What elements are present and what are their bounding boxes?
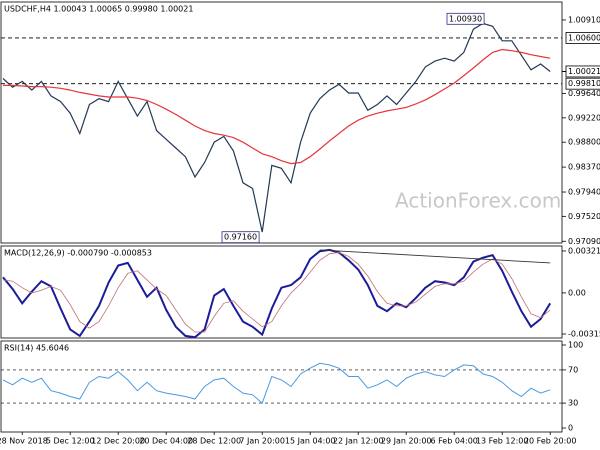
y-tick-label: -0.003153 xyxy=(568,329,600,338)
y-tick-label: 30 xyxy=(568,399,578,408)
annotation: 0.97160 xyxy=(224,233,257,242)
x-tick-label: 22 Jan 12:00 xyxy=(333,437,384,446)
x-tick-label: 6 Feb 04:00 xyxy=(430,437,477,446)
annotation-box xyxy=(446,12,485,25)
level-label: 1.00600 xyxy=(568,33,600,42)
panel-title: MACD(12,26,9) -0.000790 -0.000853 xyxy=(4,249,152,258)
y-tick-label: 0.97520 xyxy=(568,212,600,221)
last-price-label-box xyxy=(565,65,600,78)
y-tick-label: 0.98800 xyxy=(568,138,600,147)
y-tick-label: 100 xyxy=(568,340,583,349)
y-tick-label: 70 xyxy=(568,365,578,374)
panel-frame xyxy=(0,245,563,339)
annotation: 1.00930 xyxy=(449,14,482,23)
series-line xyxy=(2,252,551,333)
x-tick-label: 12 Dec 20:00 xyxy=(91,437,145,446)
trendline xyxy=(319,249,551,264)
y-tick-label: 0 xyxy=(568,424,573,433)
level-label-box xyxy=(565,32,600,44)
x-tick-label: 28 Dec 12:00 xyxy=(187,437,241,446)
series-line xyxy=(3,48,551,165)
last-price-label: 1.00021 xyxy=(568,67,600,76)
y-tick-label: 0.99640 xyxy=(568,89,600,98)
panel-frame xyxy=(0,340,563,433)
y-tick-label: 0.97940 xyxy=(568,188,600,197)
series-line xyxy=(2,248,552,339)
x-tick-label: 5 Dec 12:00 xyxy=(46,437,95,446)
series-line xyxy=(2,22,551,233)
x-tick-label: 28 Nov 2018 xyxy=(0,437,48,446)
level-label-box xyxy=(565,77,600,90)
x-tick-label: 7 Jan 20:00 xyxy=(239,437,285,446)
y-tick-label: 0.98370 xyxy=(568,163,600,172)
y-tick-label: 0.97090 xyxy=(568,237,600,246)
x-tick-label: 15 Jan 04:00 xyxy=(285,437,336,446)
x-tick-label: 20 Dec 04:00 xyxy=(139,437,193,446)
x-tick-label: 20 Feb 20:00 xyxy=(524,437,576,446)
annotation-box xyxy=(221,231,260,244)
x-tick-label: 13 Feb 12:00 xyxy=(476,437,528,446)
x-tick-label: 29 Jan 20:00 xyxy=(381,437,432,446)
panel-frame xyxy=(0,1,563,244)
watermark: ActionForex.com xyxy=(395,189,561,213)
y-tick-label: 0.00 xyxy=(568,288,586,297)
y-tick-label: 0.003219 xyxy=(568,246,600,255)
y-tick-label: 0.99220 xyxy=(568,113,600,122)
series-line xyxy=(2,362,551,404)
panel-title: USDCHF,H4 1.00043 1.00065 0.99980 1.0002… xyxy=(4,5,193,14)
panel-title: RSI(14) 45.6046 xyxy=(4,344,69,353)
y-tick-label: 1.00910 xyxy=(568,15,600,24)
level-label: 0.99810 xyxy=(568,79,600,88)
